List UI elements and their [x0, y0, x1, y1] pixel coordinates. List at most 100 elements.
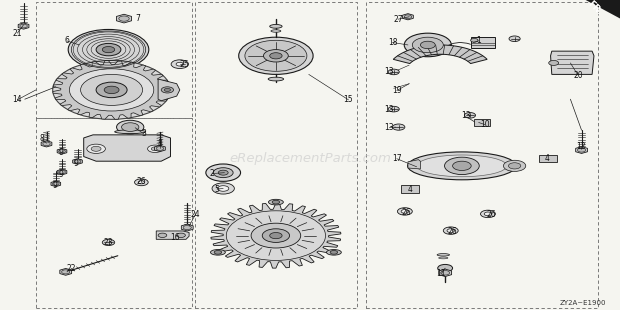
Polygon shape	[393, 45, 487, 64]
Circle shape	[148, 145, 162, 153]
Bar	[36, 2, 192, 118]
Circle shape	[61, 270, 70, 274]
Bar	[366, 2, 598, 308]
Circle shape	[270, 53, 282, 59]
Circle shape	[453, 161, 471, 171]
Circle shape	[135, 179, 148, 186]
Polygon shape	[154, 145, 166, 152]
Circle shape	[412, 37, 443, 53]
Text: 14: 14	[12, 95, 22, 104]
Circle shape	[206, 164, 241, 181]
Bar	[36, 118, 192, 308]
Circle shape	[503, 160, 526, 171]
Ellipse shape	[268, 199, 283, 205]
Circle shape	[445, 157, 479, 175]
Polygon shape	[57, 148, 67, 154]
Polygon shape	[408, 160, 420, 169]
Bar	[539, 155, 557, 162]
Text: 9: 9	[52, 180, 57, 190]
Polygon shape	[211, 203, 341, 268]
Circle shape	[330, 250, 338, 254]
Polygon shape	[41, 141, 52, 147]
Circle shape	[161, 87, 174, 93]
Polygon shape	[439, 269, 451, 277]
Circle shape	[420, 41, 435, 49]
Circle shape	[226, 211, 326, 260]
Text: 13: 13	[461, 111, 471, 120]
Text: 27: 27	[393, 15, 403, 24]
Circle shape	[401, 210, 409, 213]
Circle shape	[138, 181, 144, 184]
Text: 11: 11	[436, 269, 446, 278]
Circle shape	[388, 69, 399, 75]
Ellipse shape	[437, 254, 450, 256]
Circle shape	[177, 233, 185, 237]
Circle shape	[441, 271, 450, 275]
Ellipse shape	[417, 155, 507, 177]
Text: 9: 9	[58, 148, 63, 157]
Text: 15: 15	[343, 95, 353, 104]
Circle shape	[264, 50, 288, 62]
Circle shape	[251, 223, 301, 248]
Circle shape	[404, 15, 412, 19]
Circle shape	[214, 250, 221, 254]
Text: 26: 26	[486, 210, 496, 219]
Text: 4: 4	[544, 154, 549, 163]
Text: eReplacementParts.com: eReplacementParts.com	[229, 152, 391, 165]
Polygon shape	[402, 14, 414, 20]
Polygon shape	[583, 0, 620, 20]
Ellipse shape	[271, 30, 281, 32]
Circle shape	[20, 24, 27, 28]
Circle shape	[447, 229, 454, 232]
Polygon shape	[158, 79, 180, 101]
Text: 16: 16	[170, 233, 180, 242]
Circle shape	[245, 40, 307, 71]
Ellipse shape	[268, 77, 283, 81]
Bar	[474, 119, 490, 126]
Circle shape	[59, 150, 65, 153]
Text: 3: 3	[141, 129, 146, 139]
Circle shape	[59, 170, 65, 174]
Text: 20: 20	[573, 70, 583, 80]
Circle shape	[53, 182, 59, 185]
Text: 13: 13	[384, 67, 394, 77]
Circle shape	[158, 233, 167, 237]
Text: 24: 24	[190, 210, 200, 219]
Circle shape	[69, 69, 154, 111]
Polygon shape	[117, 14, 131, 23]
Text: 10: 10	[480, 120, 490, 129]
Circle shape	[218, 170, 228, 175]
Text: 23: 23	[104, 238, 113, 247]
Circle shape	[117, 120, 144, 134]
Circle shape	[91, 146, 101, 151]
Circle shape	[104, 86, 119, 94]
Text: 18: 18	[388, 38, 397, 47]
Circle shape	[102, 46, 115, 53]
Circle shape	[53, 60, 170, 119]
Circle shape	[43, 142, 50, 146]
Polygon shape	[60, 268, 72, 275]
Ellipse shape	[115, 130, 146, 134]
Circle shape	[151, 147, 159, 151]
Text: 6: 6	[64, 36, 69, 46]
Text: 26: 26	[136, 177, 146, 187]
Text: 25: 25	[180, 60, 190, 69]
Polygon shape	[181, 224, 193, 231]
Circle shape	[239, 37, 313, 74]
Circle shape	[81, 74, 143, 105]
Circle shape	[262, 229, 290, 242]
Text: 21: 21	[12, 29, 22, 38]
Bar	[401, 185, 418, 193]
Polygon shape	[84, 135, 170, 161]
Circle shape	[388, 106, 399, 112]
Ellipse shape	[327, 250, 342, 255]
Text: 2: 2	[210, 169, 215, 178]
Circle shape	[119, 16, 129, 21]
Circle shape	[484, 212, 492, 216]
Circle shape	[164, 88, 171, 91]
Text: 22: 22	[66, 264, 76, 273]
Ellipse shape	[408, 152, 516, 180]
Circle shape	[122, 123, 139, 131]
Text: 13: 13	[384, 104, 394, 114]
Polygon shape	[18, 23, 29, 29]
